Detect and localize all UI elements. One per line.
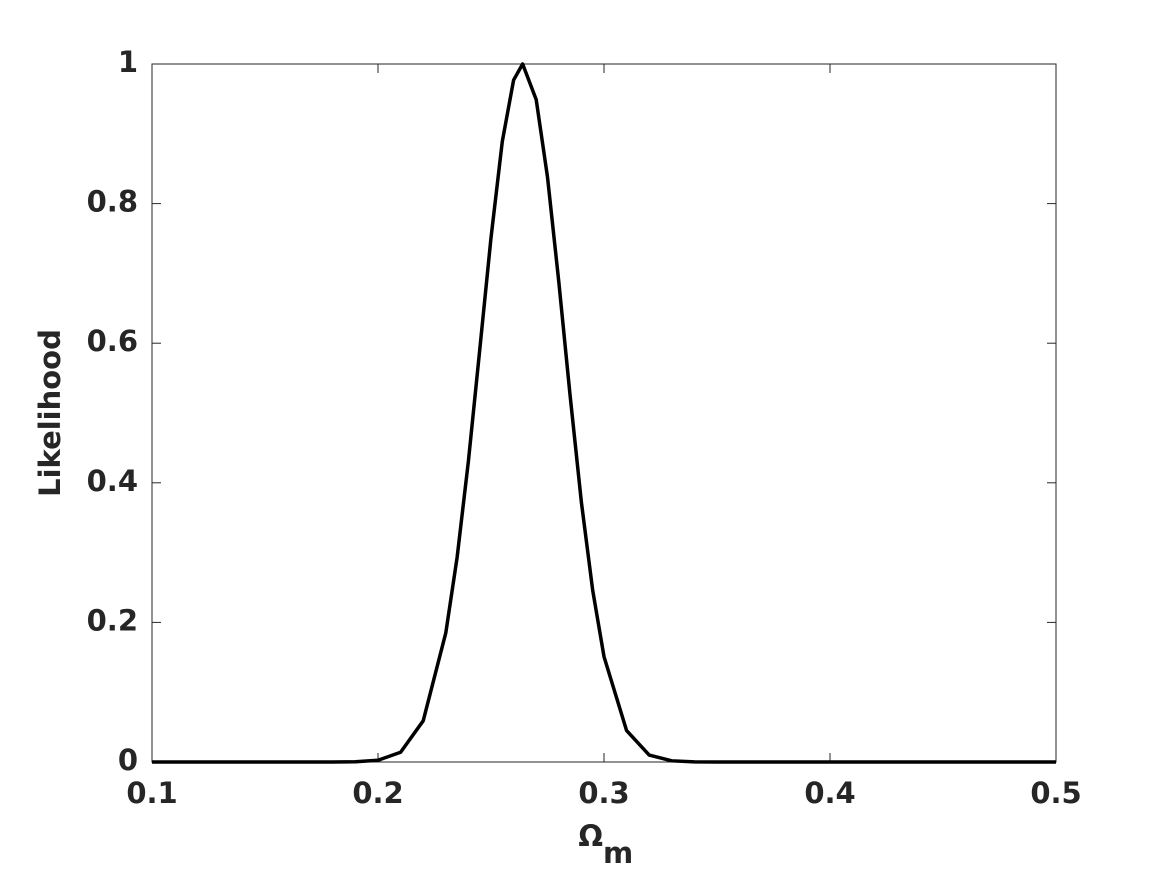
x-tick-label: 0.2 (352, 776, 403, 810)
y-tick-label: 0.4 (87, 464, 138, 498)
y-tick-label: 1 (118, 45, 138, 79)
y-tick-label: 0 (118, 743, 138, 777)
x-tick-label: 0.1 (126, 776, 177, 810)
x-tick-label: 0.3 (578, 776, 629, 810)
x-tick-label: 0.5 (1030, 776, 1081, 810)
x-axis-label: Ω (578, 819, 603, 853)
y-axis-label: Likelihood (33, 329, 67, 497)
x-tick-label: 0.4 (804, 776, 855, 810)
y-tick-label: 0.6 (87, 324, 138, 358)
y-tick-label: 0.2 (87, 603, 138, 637)
y-tick-label: 0.8 (87, 185, 138, 219)
line-series (152, 62, 1056, 764)
x-axis-label-subscript: m (603, 836, 633, 870)
